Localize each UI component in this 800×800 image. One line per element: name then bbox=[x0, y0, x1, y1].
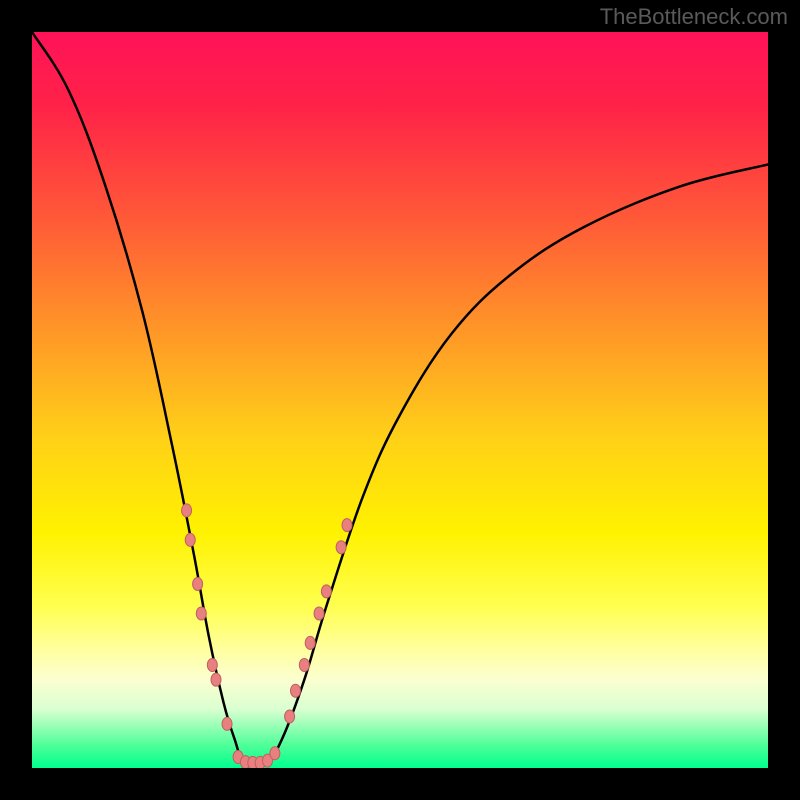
data-marker bbox=[196, 607, 206, 620]
data-marker bbox=[207, 658, 217, 671]
chart-plot-area bbox=[32, 32, 768, 768]
bottleneck-curve-chart bbox=[32, 32, 768, 768]
data-marker bbox=[270, 747, 280, 760]
chart-background bbox=[32, 32, 768, 768]
data-marker bbox=[193, 578, 203, 591]
watermark-text: TheBottleneck.com bbox=[600, 4, 788, 30]
data-marker bbox=[290, 684, 300, 697]
data-marker bbox=[285, 710, 295, 723]
data-marker bbox=[314, 607, 324, 620]
data-marker bbox=[211, 673, 221, 686]
data-marker bbox=[336, 541, 346, 554]
data-marker bbox=[182, 504, 192, 517]
data-marker bbox=[185, 533, 195, 546]
data-marker bbox=[299, 658, 309, 671]
data-marker bbox=[342, 519, 352, 532]
data-marker bbox=[321, 585, 331, 598]
data-marker bbox=[222, 717, 232, 730]
data-marker bbox=[305, 636, 315, 649]
